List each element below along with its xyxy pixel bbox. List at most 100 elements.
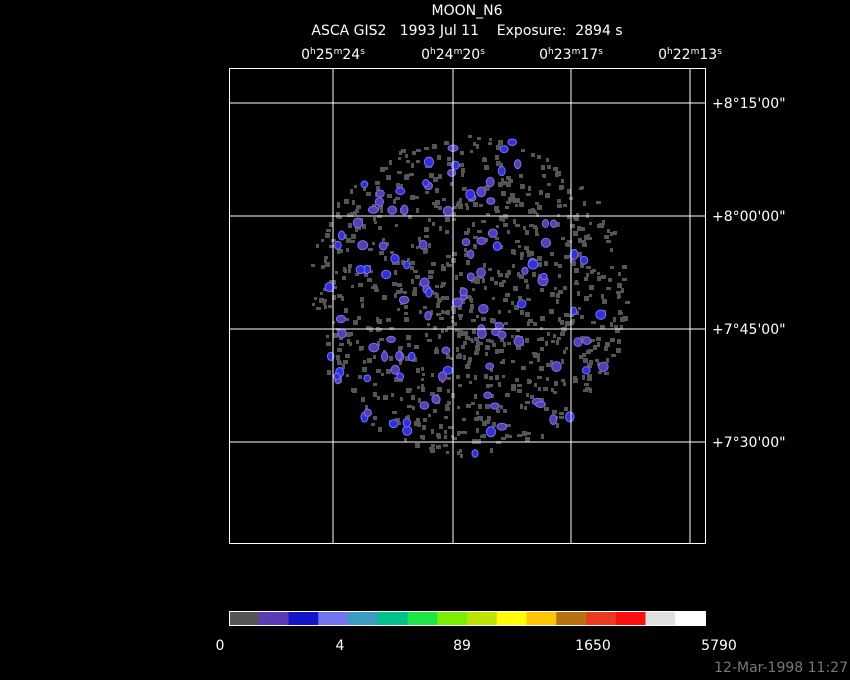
source-pixel	[421, 367, 424, 371]
source-pixel	[404, 438, 407, 442]
source-pixel	[559, 416, 564, 419]
source-pixel	[459, 449, 462, 453]
source-pixel	[577, 226, 581, 231]
source-pixel	[604, 372, 609, 375]
source-pixel	[476, 428, 479, 433]
source-pixel	[501, 191, 506, 196]
source-pixel	[393, 199, 396, 204]
source-blob	[441, 346, 451, 355]
source-blob	[381, 351, 389, 362]
source-pixel	[484, 374, 488, 379]
source-pixel	[359, 346, 362, 351]
source-pixel	[453, 206, 457, 209]
source-pixel	[470, 298, 473, 303]
source-pixel	[557, 199, 561, 203]
source-pixel	[432, 144, 437, 149]
source-pixel	[326, 229, 331, 232]
source-pixel	[610, 338, 615, 342]
source-pixel	[428, 414, 431, 417]
source-pixel	[579, 187, 583, 190]
source-pixel	[589, 222, 592, 225]
source-pixel	[439, 299, 442, 302]
ra-label-part: 0	[421, 47, 430, 63]
source-pixel	[477, 230, 482, 233]
source-pixel	[550, 360, 553, 365]
source-pixel	[475, 280, 480, 284]
source-pixel	[353, 320, 358, 325]
ra-label-part: h	[310, 47, 316, 57]
source-pixel	[517, 389, 522, 393]
source-pixel	[319, 298, 324, 303]
source-pixel	[456, 347, 459, 352]
source-pixel	[518, 296, 522, 300]
source-pixel	[565, 347, 568, 350]
source-blob	[485, 176, 495, 188]
source-pixel	[406, 388, 411, 393]
source-pixel	[395, 224, 398, 227]
source-pixel	[337, 348, 342, 352]
source-pixel	[503, 409, 507, 413]
source-pixel	[512, 264, 515, 268]
source-pixel	[376, 369, 381, 373]
colorbar-segment	[615, 611, 646, 625]
source-pixel	[514, 305, 519, 310]
source-pixel	[527, 379, 531, 384]
source-pixel	[595, 359, 599, 362]
source-pixel	[471, 319, 476, 322]
source-pixel	[561, 237, 565, 240]
source-pixel	[557, 204, 561, 208]
source-blob	[431, 394, 441, 404]
source-pixel	[513, 219, 516, 224]
source-pixel	[526, 393, 529, 397]
source-pixel	[515, 378, 519, 382]
source-pixel	[584, 383, 589, 386]
source-pixel	[337, 294, 342, 298]
source-pixel	[500, 338, 504, 342]
source-pixel	[556, 293, 560, 298]
source-pixel	[430, 392, 435, 396]
source-pixel	[481, 317, 486, 321]
source-pixel	[457, 431, 460, 436]
source-pixel	[513, 198, 516, 203]
source-pixel	[373, 416, 377, 420]
source-pixel	[358, 226, 361, 230]
source-blob	[378, 241, 388, 251]
source-pixel	[407, 415, 410, 420]
source-pixel	[540, 337, 544, 341]
source-blob	[476, 267, 486, 278]
source-pixel	[392, 262, 396, 265]
source-blob	[400, 204, 409, 216]
source-pixel	[439, 226, 442, 231]
source-pixel	[610, 248, 613, 252]
source-pixel	[424, 227, 429, 232]
source-pixel	[404, 175, 409, 180]
source-pixel	[589, 294, 592, 297]
source-pixel	[543, 387, 548, 391]
source-pixel	[435, 285, 439, 288]
source-pixel	[374, 221, 377, 224]
source-pixel	[452, 309, 456, 314]
colorbar-frame	[229, 611, 706, 626]
source-pixel	[346, 332, 351, 337]
source-pixel	[621, 288, 624, 293]
source-pixel	[519, 202, 524, 207]
source-pixel	[413, 287, 417, 291]
source-blob	[355, 265, 366, 275]
source-pixel	[324, 305, 327, 309]
source-pixel	[498, 273, 503, 277]
source-pixel	[558, 274, 561, 278]
source-pixel	[487, 416, 491, 421]
colorbar-segment	[348, 611, 379, 625]
source-pixel	[583, 201, 586, 206]
image-frame	[229, 68, 706, 544]
source-pixel	[365, 405, 368, 410]
source-pixel	[580, 315, 584, 319]
source-pixel	[578, 238, 582, 243]
source-pixel	[463, 341, 467, 345]
source-pixel	[537, 155, 541, 159]
source-pixel	[567, 189, 571, 194]
source-blob	[363, 374, 372, 383]
source-blob	[422, 179, 430, 187]
source-pixel	[563, 382, 566, 386]
source-pixel	[525, 338, 529, 343]
